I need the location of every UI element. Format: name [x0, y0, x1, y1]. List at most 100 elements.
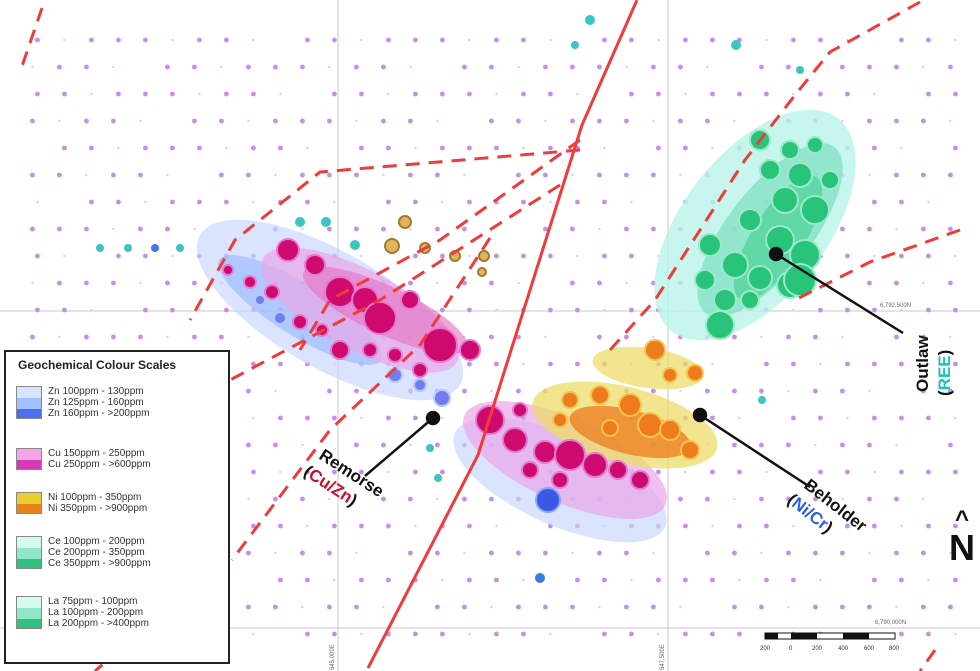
ree-anomaly-point: [771, 186, 799, 214]
sample-point: [867, 280, 872, 286]
outlaw-callout-line: [775, 252, 904, 335]
sample-point: [273, 118, 278, 124]
legend-row: La 200ppm - >400ppm: [48, 618, 149, 629]
fault-dashed-4: [229, 183, 561, 382]
sample-point: [413, 469, 418, 475]
sample-point: [894, 334, 899, 340]
ree-sample-point: [426, 444, 434, 452]
cu-anomaly-point: [608, 460, 628, 480]
sample-point: [845, 307, 850, 313]
sample-point: [543, 172, 548, 178]
easting-right-label: 547,500E: [660, 644, 666, 670]
sample-point: [872, 361, 877, 367]
sample-point: [570, 64, 575, 70]
sample-point: [440, 469, 445, 475]
sample-point: [895, 227, 898, 231]
sample-point: [436, 119, 439, 123]
fault-dashed-2: [608, 0, 921, 352]
sample-point: [895, 605, 898, 609]
sample-point: [656, 577, 661, 583]
sample-point: [31, 65, 34, 69]
geochemical-legend: Geochemical Colour Scales Zn 100ppm - 13…: [4, 350, 230, 664]
sample-point: [381, 64, 386, 70]
sample-point: [409, 227, 412, 231]
ree-anomaly-point: [806, 136, 824, 154]
sample-point: [467, 361, 472, 367]
sample-point: [651, 172, 656, 178]
sample-point: [867, 64, 872, 70]
ni-anomaly-point: [552, 412, 568, 428]
legend-row: La 100ppm - 200ppm: [48, 607, 144, 618]
sample-point: [737, 469, 742, 475]
sample-point: [521, 199, 526, 205]
sample-point: [927, 362, 930, 366]
sample-point: [332, 415, 337, 421]
cu-anomaly-point: [422, 327, 458, 363]
sample-point: [63, 254, 66, 258]
sample-point: [435, 550, 440, 556]
sample-point: [732, 550, 737, 556]
sample-point: [327, 604, 332, 610]
sample-point: [948, 226, 953, 232]
sample-point: [953, 523, 958, 529]
sample-point: [359, 469, 364, 475]
sample-point: [305, 469, 310, 475]
sample-point: [30, 334, 35, 340]
sample-point: [494, 631, 499, 637]
sample-point: [332, 91, 337, 97]
sample-point: [548, 145, 553, 151]
sample-point: [759, 64, 764, 70]
sample-point: [386, 415, 391, 421]
sample-point: [840, 604, 845, 610]
sample-point: [651, 226, 656, 232]
sample-point: [355, 551, 358, 555]
target-callouts: [364, 246, 904, 489]
sample-point: [818, 469, 823, 475]
sample-point: [629, 631, 634, 637]
sample-point: [408, 496, 413, 502]
sample-point: [305, 37, 310, 43]
sample-point: [926, 307, 931, 313]
zn-anomaly-point: [413, 378, 427, 392]
sample-point: [116, 37, 121, 43]
sample-point: [463, 551, 466, 555]
sample-point: [225, 146, 228, 150]
sample-point: [116, 91, 121, 97]
sample-point: [819, 362, 822, 366]
sample-point: [489, 550, 494, 556]
sample-point: [84, 280, 89, 286]
sample-point: [192, 64, 197, 70]
sample-point: [683, 577, 688, 583]
sample-point: [711, 146, 714, 150]
remorse-label: Remorse (Cu/Zn): [300, 443, 391, 522]
sample-point: [300, 172, 305, 178]
sample-point: [386, 37, 391, 43]
sample-point: [570, 280, 575, 286]
ree-anomaly-point: [698, 233, 722, 257]
sample-point: [548, 307, 553, 313]
sample-point: [814, 443, 817, 447]
sample-point: [953, 577, 958, 583]
sample-point: [252, 632, 255, 636]
sample-point: [813, 388, 818, 394]
scale-tick-2: 200: [812, 646, 823, 652]
sample-point: [926, 631, 931, 637]
sample-point: [467, 577, 472, 583]
sample-point: [116, 199, 121, 205]
sample-point: [549, 632, 552, 636]
sample-point: [112, 65, 115, 69]
sample-point: [679, 173, 682, 177]
sample-point: [413, 91, 418, 97]
sample-point: [85, 173, 88, 177]
sample-point: [684, 92, 687, 96]
sample-point: [840, 388, 845, 394]
sample-point: [711, 524, 714, 528]
sample-point: [31, 281, 34, 285]
sample-point: [603, 146, 606, 150]
sample-point: [544, 335, 547, 339]
cu-anomaly-point: [243, 275, 257, 289]
sample-point: [683, 145, 688, 151]
sample-point: [954, 416, 957, 420]
sample-point: [576, 254, 579, 258]
sample-point: [440, 631, 445, 637]
